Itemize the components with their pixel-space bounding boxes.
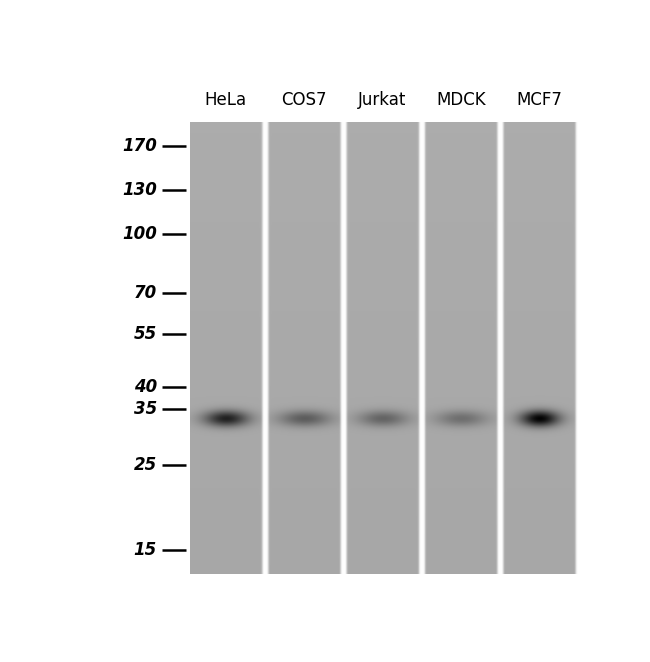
Text: MCF7: MCF7 bbox=[516, 91, 562, 109]
Text: 170: 170 bbox=[122, 136, 157, 155]
Text: 130: 130 bbox=[122, 181, 157, 199]
Text: 70: 70 bbox=[133, 285, 157, 303]
Text: 15: 15 bbox=[133, 541, 157, 559]
Text: COS7: COS7 bbox=[281, 91, 327, 109]
Text: 25: 25 bbox=[133, 456, 157, 474]
Text: HeLa: HeLa bbox=[205, 91, 247, 109]
Text: 35: 35 bbox=[133, 400, 157, 418]
Text: MDCK: MDCK bbox=[436, 91, 486, 109]
Text: 40: 40 bbox=[133, 377, 157, 396]
Text: Jurkat: Jurkat bbox=[358, 91, 406, 109]
Text: 55: 55 bbox=[133, 324, 157, 343]
Text: 100: 100 bbox=[122, 225, 157, 243]
